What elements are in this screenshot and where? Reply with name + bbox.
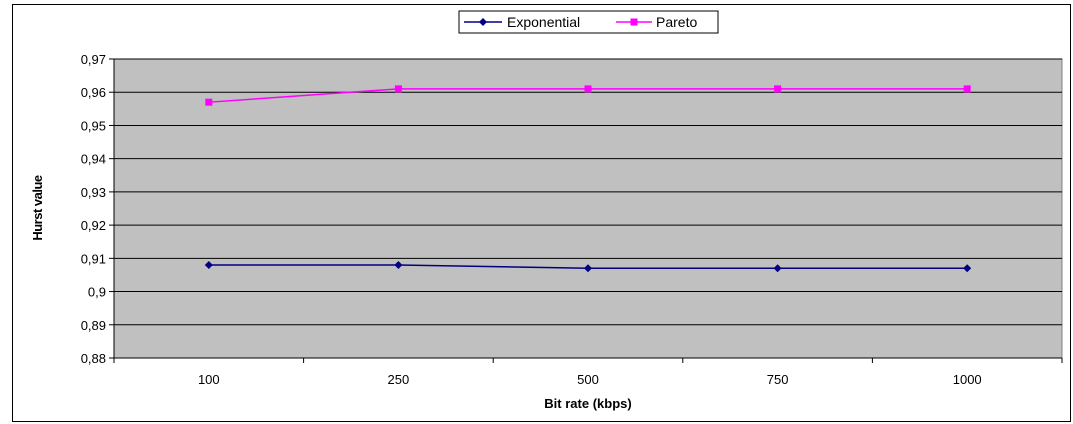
- y-tick-label: 0,89: [81, 318, 106, 333]
- y-tick-label: 0,95: [81, 118, 106, 133]
- data-point-pareto: [584, 85, 592, 93]
- data-point-exponential: [204, 260, 213, 269]
- y-tick-label: 0,9: [88, 285, 106, 300]
- x-tick-labels: 100 250 500 750 1000: [198, 372, 982, 387]
- legend-box: [458, 10, 719, 34]
- legend: Exponential Pareto: [458, 10, 719, 34]
- data-point-exponential: [394, 260, 403, 269]
- y-tick-label: 0,94: [81, 152, 106, 167]
- y-tick-label: 0,91: [81, 251, 106, 266]
- y-tick-label: 0,92: [81, 218, 106, 233]
- legend-label-pareto: Pareto: [656, 14, 697, 30]
- data-point-exponential: [584, 264, 592, 273]
- x-tick-label: 1000: [953, 372, 982, 387]
- series-markers: [204, 85, 972, 273]
- y-tick-label: 0,97: [81, 52, 106, 67]
- x-tick-label: 250: [388, 372, 410, 387]
- legend-marker-pareto: [630, 18, 638, 26]
- y-tick-labels: 0,88 0,89 0,9 0,91 0,92 0,93 0,94 0,95 0,96 0,97: [81, 52, 106, 366]
- plot-area: [113, 58, 1063, 359]
- data-point-exponential: [963, 264, 972, 273]
- x-tick-label: 500: [577, 372, 599, 387]
- legend-label-exponential: Exponential: [507, 14, 580, 30]
- x-axis-title: Bit rate (kbps): [544, 396, 631, 411]
- data-point-pareto: [205, 98, 213, 106]
- data-point-pareto: [963, 85, 971, 93]
- data-point-exponential: [773, 264, 782, 273]
- x-tick-label: 100: [198, 372, 220, 387]
- data-point-pareto: [774, 85, 782, 93]
- y-tick-label: 0,88: [81, 351, 106, 366]
- y-tick-label: 0,96: [81, 85, 106, 100]
- y-axis-title: Hurst value: [30, 175, 45, 241]
- axes: [109, 58, 1063, 363]
- y-tick-label: 0,93: [81, 185, 106, 200]
- data-point-pareto: [394, 85, 402, 93]
- x-tick-label: 750: [767, 372, 789, 387]
- gridlines: [114, 58, 1062, 326]
- legend-marker-exponential: [479, 18, 487, 26]
